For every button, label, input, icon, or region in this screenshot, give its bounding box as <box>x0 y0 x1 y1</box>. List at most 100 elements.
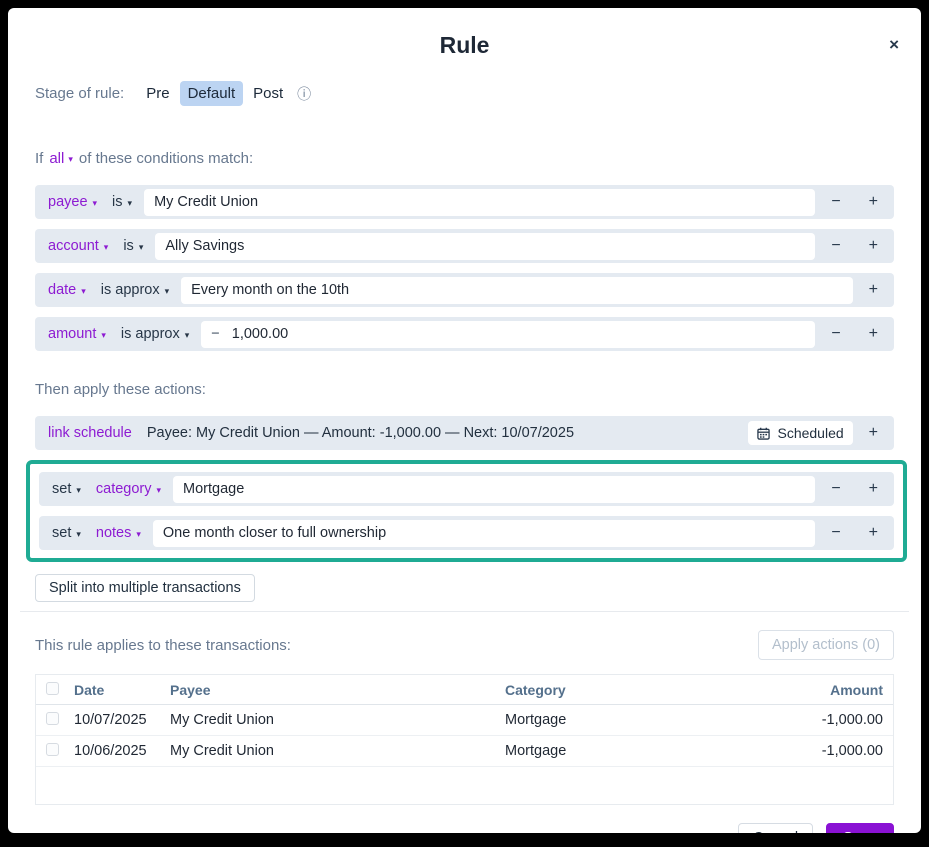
verb-select[interactable]: set ▾ <box>52 481 81 497</box>
scheduled-button[interactable]: Scheduled <box>748 421 853 445</box>
action-row-link-schedule: link schedule Payee: My Credit Union — A… <box>35 416 894 450</box>
cell-amount: -1,000.00 <box>821 712 883 728</box>
chevron-down-icon: ▾ <box>76 528 81 539</box>
field-select[interactable]: account ▾ <box>48 238 109 254</box>
chevron-down-icon: ▾ <box>101 329 106 340</box>
conditions-suffix: of these conditions match: <box>78 150 254 167</box>
op-select[interactable]: is approx ▾ <box>120 326 190 342</box>
condition-value-input[interactable]: − 1,000.00 <box>201 320 816 348</box>
stage-options: Pre Default Post <box>138 81 291 106</box>
modal-footer: Cancel Save <box>35 823 894 833</box>
chevron-down-icon: ▾ <box>136 528 141 539</box>
add-action-icon[interactable]: + <box>868 480 878 497</box>
cell-payee: My Credit Union <box>170 712 274 728</box>
verb-select[interactable]: set ▾ <box>52 525 81 541</box>
apply-actions-button[interactable]: Apply actions (0) <box>758 630 894 660</box>
op-select[interactable]: is ▾ <box>112 194 133 210</box>
close-icon[interactable]: × <box>889 35 899 54</box>
save-button[interactable]: Save <box>826 823 894 833</box>
remove-condition-icon[interactable]: − <box>831 237 841 254</box>
remove-action-icon[interactable]: − <box>831 524 841 541</box>
chevron-down-icon: ▾ <box>184 329 190 340</box>
table-row[interactable]: 10/06/2025 My Credit Union Mortgage -1,0… <box>36 736 893 767</box>
chevron-down-icon: ▾ <box>127 197 133 208</box>
table-header-row: Date Payee Category Amount <box>36 675 893 705</box>
highlighted-actions-box: set ▾ category ▾ Mortgage − + set ▾ notes ▾ … <box>26 460 907 562</box>
chevron-down-icon: ▾ <box>76 484 81 495</box>
op-select[interactable]: is approx ▾ <box>100 282 170 298</box>
condition-value-input[interactable]: Every month on the 10th <box>181 276 853 304</box>
op-select[interactable]: is ▾ <box>123 238 144 254</box>
cancel-button[interactable]: Cancel <box>737 823 814 833</box>
field-select[interactable]: payee ▾ <box>48 194 98 210</box>
column-header-date[interactable]: Date <box>74 681 105 698</box>
add-condition-icon[interactable]: + <box>868 193 878 210</box>
stage-of-rule-row: Stage of rule: Pre Default Post ⓘ <box>35 81 894 106</box>
column-header-category[interactable]: Category <box>505 681 566 698</box>
action-row-set-notes: set ▾ notes ▾ One month closer to full own… <box>39 516 894 550</box>
add-condition-icon[interactable]: + <box>868 325 878 342</box>
cell-category: Mortgage <box>505 712 567 728</box>
field-select[interactable]: date ▾ <box>48 282 86 298</box>
section-divider <box>20 611 909 612</box>
rule-modal: Rule × Stage of rule: Pre Default Post ⓘ… <box>8 8 921 833</box>
field-select[interactable]: category ▾ <box>95 481 162 497</box>
cell-payee: My Credit Union <box>170 743 274 759</box>
chevron-down-icon: ▾ <box>92 197 98 208</box>
add-condition-icon[interactable]: + <box>868 237 878 254</box>
cell-category: Mortgage <box>505 743 567 759</box>
negative-sign-toggle[interactable]: − <box>211 326 220 342</box>
stage-label: Stage of rule: <box>35 85 125 102</box>
schedule-description: Payee: My Credit Union — Amount: -1,000.… <box>146 425 575 441</box>
add-action-icon[interactable]: + <box>868 424 878 441</box>
stage-option-post[interactable]: Post <box>253 85 284 102</box>
remove-action-icon[interactable]: − <box>831 480 841 497</box>
action-value-input[interactable]: One month closer to full ownership <box>152 519 816 547</box>
transactions-header-row: This rule applies to these transactions:… <box>35 630 894 660</box>
add-action-icon[interactable]: + <box>868 524 878 541</box>
action-value-input[interactable]: Mortgage <box>173 475 816 503</box>
cell-date: 10/06/2025 <box>74 743 147 759</box>
actions-header: Then apply these actions: <box>35 381 206 398</box>
condition-value-input[interactable]: Ally Savings <box>155 232 816 260</box>
condition-row-amount: amount ▾ is approx ▾ − 1,000.00 − + <box>35 317 894 351</box>
modal-title: Rule <box>439 32 490 58</box>
condition-row-account: account ▾ is ▾ Ally Savings − + <box>35 229 894 263</box>
chevron-down-icon: ▾ <box>156 484 162 495</box>
table-empty-row <box>36 767 893 804</box>
select-all-checkbox[interactable] <box>46 681 59 695</box>
stage-option-default[interactable]: Default <box>179 81 244 106</box>
row-checkbox[interactable] <box>46 742 59 756</box>
conditions-header: If all ▾ of these conditions match: <box>35 150 894 167</box>
conditions-op-select[interactable]: all ▾ <box>49 150 73 167</box>
action-field-select[interactable]: link schedule <box>48 425 132 441</box>
field-select[interactable]: amount ▾ <box>48 326 106 342</box>
cell-amount: -1,000.00 <box>821 743 883 759</box>
condition-row-payee: payee ▾ is ▾ My Credit Union − + <box>35 185 894 219</box>
cell-date: 10/07/2025 <box>74 712 147 728</box>
stage-option-pre[interactable]: Pre <box>146 85 170 102</box>
chevron-down-icon: ▾ <box>103 241 109 252</box>
table-row[interactable]: 10/07/2025 My Credit Union Mortgage -1,0… <box>36 705 893 736</box>
field-select[interactable]: notes ▾ <box>95 525 141 541</box>
add-condition-icon[interactable]: + <box>868 281 878 298</box>
chevron-down-icon: ▾ <box>68 154 73 164</box>
actions-list: link schedule Payee: My Credit Union — A… <box>26 416 907 562</box>
condition-row-date: date ▾ is approx ▾ Every month on the 10th… <box>35 273 894 307</box>
row-checkbox[interactable] <box>46 711 59 725</box>
info-icon[interactable]: ⓘ <box>297 85 312 102</box>
remove-condition-icon[interactable]: − <box>831 325 841 342</box>
calendar-icon <box>757 427 771 440</box>
chevron-down-icon: ▾ <box>164 285 170 296</box>
column-header-payee[interactable]: Payee <box>170 681 211 698</box>
chevron-down-icon: ▾ <box>138 241 144 252</box>
action-row-set-category: set ▾ category ▾ Mortgage − + <box>39 472 894 506</box>
remove-condition-icon[interactable]: − <box>831 193 841 210</box>
conditions-list: payee ▾ is ▾ My Credit Union − + account ▾ … <box>35 185 894 351</box>
split-transactions-button[interactable]: Split into multiple transactions <box>35 574 255 602</box>
condition-value-input[interactable]: My Credit Union <box>144 188 816 216</box>
conditions-prefix: If <box>35 150 44 167</box>
chevron-down-icon: ▾ <box>81 285 86 296</box>
transactions-label: This rule applies to these transactions: <box>35 636 291 654</box>
column-header-amount[interactable]: Amount <box>830 681 883 698</box>
